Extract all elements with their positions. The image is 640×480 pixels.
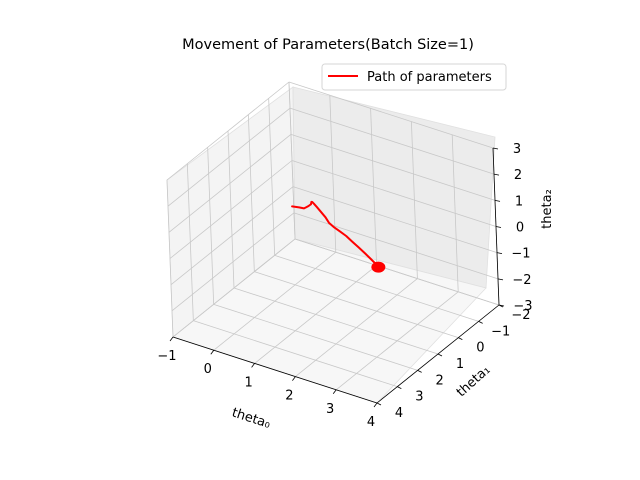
grid-line-z	[170, 186, 294, 285]
z-tick	[492, 147, 499, 150]
y-tick-label: 3	[415, 390, 423, 405]
x-tick	[332, 389, 337, 395]
legend-frame	[321, 63, 507, 91]
y-tick-label: 1	[456, 357, 464, 372]
z-tick	[496, 252, 503, 255]
grid-line-z	[289, 107, 495, 175]
z-tick	[493, 173, 500, 176]
y-tick	[397, 386, 402, 390]
grid-line-z	[293, 212, 499, 280]
x-tick	[292, 376, 296, 381]
z-axis-label: theta₂	[540, 189, 555, 229]
grid-line-z	[167, 107, 291, 207]
x-tick-label: 1	[244, 375, 252, 390]
grid-line-y	[213, 303, 418, 371]
x-axis-line	[172, 336, 378, 404]
grid-line-y	[274, 254, 479, 322]
grid-line-z	[171, 212, 295, 312]
grid-line-z	[290, 133, 496, 201]
x-tick	[251, 363, 255, 368]
y-tick	[478, 320, 483, 324]
grid-line-y	[254, 271, 459, 339]
series-end-cluster	[371, 261, 386, 273]
grid-line-y	[193, 320, 398, 388]
z-tick	[497, 278, 504, 281]
y-tick-label: 4	[395, 406, 403, 421]
z-tick-label: −3	[513, 299, 532, 314]
grid-line-z	[294, 238, 500, 306]
z-tick-label: 3	[513, 142, 521, 157]
y-tick-label: 2	[436, 373, 444, 388]
x-tick-label: 0	[204, 362, 212, 377]
x-tick-label: −1	[157, 349, 176, 364]
z-tick-label: 1	[515, 194, 523, 209]
x-tick	[373, 402, 378, 408]
grid-line-z	[172, 238, 296, 338]
grid-line-z	[168, 134, 292, 233]
x-tick-label: 2	[285, 389, 293, 404]
z-tick	[494, 199, 501, 202]
y-tick	[437, 353, 443, 357]
plot-area	[291, 200, 386, 273]
chart-title: Movement of Parameters(Batch Size=1)	[182, 37, 474, 53]
tick-marks	[169, 147, 505, 408]
z-tick-label: 2	[514, 168, 522, 183]
grid-line-z	[166, 81, 290, 181]
grid-line-z	[288, 81, 494, 149]
x-tick-label: 4	[367, 415, 375, 430]
y-tick	[458, 337, 463, 341]
legend: Path of parameters	[321, 63, 507, 91]
grid-line-z	[169, 160, 293, 259]
y-tick-label: −1	[491, 324, 510, 339]
x-tick	[169, 336, 174, 342]
grid-line-z	[291, 160, 497, 227]
y-tick-label: −2	[511, 308, 530, 323]
x-tick-label: 3	[326, 402, 334, 417]
grid-line-z	[292, 186, 498, 254]
y-tick	[376, 402, 382, 406]
series-path-line	[291, 200, 380, 269]
z-tick	[495, 226, 502, 228]
z-tick-label: 0	[516, 221, 524, 236]
y-tick-label: 0	[476, 341, 484, 356]
z-tick	[498, 304, 505, 307]
z-tick-label: −1	[511, 247, 530, 262]
z-tick-label: −2	[512, 273, 531, 288]
x-axis-label: theta₀	[230, 405, 272, 432]
x-tick	[210, 349, 215, 355]
legend-entry: Path of parameters	[367, 70, 492, 85]
grid-line-y	[233, 287, 439, 355]
y-tick	[417, 369, 422, 373]
grid-lines	[166, 81, 500, 404]
